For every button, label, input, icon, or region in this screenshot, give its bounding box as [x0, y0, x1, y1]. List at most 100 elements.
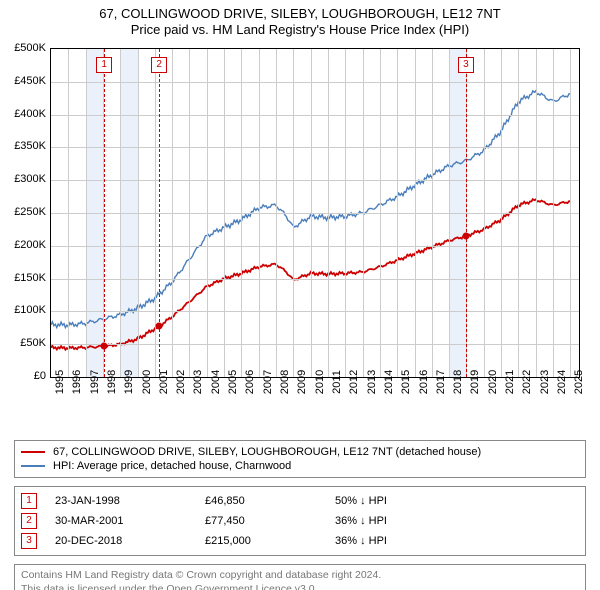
event-date: 20-DEC-2018 — [55, 535, 205, 547]
gridline-h — [51, 246, 579, 247]
title-subtitle: Price paid vs. HM Land Registry's House … — [0, 22, 600, 38]
gridline-v — [432, 49, 433, 377]
event-badge: 2 — [151, 57, 167, 73]
x-axis-label: 2005 — [227, 370, 239, 394]
y-axis-label: £250K — [14, 206, 46, 218]
event-date: 23-JAN-1998 — [55, 495, 205, 507]
gridline-v — [570, 49, 571, 377]
gridline-h — [51, 279, 579, 280]
gridline-v — [276, 49, 277, 377]
y-axis-label: £50K — [20, 337, 46, 349]
gridline-v — [207, 49, 208, 377]
gridline-v — [259, 49, 260, 377]
gridline-v — [86, 49, 87, 377]
y-axis-label: £350K — [14, 140, 46, 152]
event-num-box: 2 — [21, 513, 37, 529]
x-axis-label: 1997 — [89, 370, 101, 394]
legend-row-property: 67, COLLINGWOOD DRIVE, SILEBY, LOUGHBORO… — [21, 445, 579, 459]
x-axis-label: 2021 — [504, 370, 516, 394]
event-row: 320-DEC-2018£215,00036% ↓ HPI — [21, 531, 579, 551]
x-axis-label: 2017 — [435, 370, 447, 394]
x-axis-label: 2010 — [314, 370, 326, 394]
y-axis-label: £0 — [34, 370, 46, 382]
gridline-v — [68, 49, 69, 377]
x-axis-label: 1999 — [123, 370, 135, 394]
gridline-v — [328, 49, 329, 377]
gridline-v — [501, 49, 502, 377]
x-axis-label: 2002 — [175, 370, 187, 394]
x-axis-label: 2006 — [244, 370, 256, 394]
x-axis-label: 2022 — [521, 370, 533, 394]
price-marker — [462, 232, 469, 239]
x-axis-label: 2001 — [158, 370, 170, 394]
x-axis-label: 2009 — [296, 370, 308, 394]
event-price: £46,850 — [205, 495, 335, 507]
x-axis-label: 2019 — [469, 370, 481, 394]
y-axis-label: £100K — [14, 304, 46, 316]
gridline-v — [172, 49, 173, 377]
x-axis-label: 2003 — [192, 370, 204, 394]
bottom-panels: 67, COLLINGWOOD DRIVE, SILEBY, LOUGHBORO… — [14, 440, 586, 590]
legend-swatch-property — [21, 451, 45, 453]
gridline-v — [449, 49, 450, 377]
footer-box: Contains HM Land Registry data © Crown c… — [14, 564, 586, 590]
legend-box: 67, COLLINGWOOD DRIVE, SILEBY, LOUGHBORO… — [14, 440, 586, 478]
y-axis-label: £200K — [14, 239, 46, 251]
gridline-v — [120, 49, 121, 377]
event-line — [104, 49, 105, 377]
x-axis-label: 2023 — [539, 370, 551, 394]
gridline-v — [553, 49, 554, 377]
event-badge: 1 — [96, 57, 112, 73]
x-axis-label: 2008 — [279, 370, 291, 394]
x-axis-label: 2018 — [452, 370, 464, 394]
events-box: 1 23-JAN-1998£46,85050% ↓ HPI 2 30-MAR-2001… — [14, 486, 586, 556]
legend-label-property: 67, COLLINGWOOD DRIVE, SILEBY, LOUGHBORO… — [53, 446, 481, 458]
gridline-v — [138, 49, 139, 377]
x-axis-label: 1996 — [71, 370, 83, 394]
event-pct: 50% ↓ HPI — [335, 495, 579, 507]
y-axis-label: £400K — [14, 108, 46, 120]
gridline-h — [51, 344, 579, 345]
legend-swatch-hpi — [21, 465, 45, 467]
event-num-box: 3 — [21, 533, 37, 549]
gridline-h — [51, 82, 579, 83]
x-axis-label: 2000 — [141, 370, 153, 394]
x-axis-label: 2004 — [210, 370, 222, 394]
price-marker — [156, 323, 163, 330]
x-axis-label: 2015 — [400, 370, 412, 394]
gridline-v — [345, 49, 346, 377]
chart-area: 123 £0£50K£100K£150K£200K£250K£300K£350K… — [50, 48, 580, 408]
plot-region: 123 — [50, 48, 580, 378]
x-axis-label: 1995 — [54, 370, 66, 394]
legend-row-hpi: HPI: Average price, detached house, Char… — [21, 459, 579, 473]
x-axis-label: 1998 — [106, 370, 118, 394]
event-row: 2 30-MAR-2001£77,45036% ↓ HPI — [21, 511, 579, 531]
price-marker — [101, 343, 108, 350]
y-axis-label: £150K — [14, 272, 46, 284]
gridline-v — [293, 49, 294, 377]
x-axis-label: 2013 — [366, 370, 378, 394]
event-price: £77,450 — [205, 515, 335, 527]
x-axis-label: 2016 — [418, 370, 430, 394]
event-pct: 36% ↓ HPI — [335, 515, 579, 527]
gridline-v — [536, 49, 537, 377]
gridline-h — [51, 180, 579, 181]
event-date: 30-MAR-2001 — [55, 515, 205, 527]
gridline-v — [363, 49, 364, 377]
event-num-box: 1 — [21, 493, 37, 509]
x-axis-label: 2007 — [262, 370, 274, 394]
y-axis-label: £450K — [14, 75, 46, 87]
gridline-v — [311, 49, 312, 377]
gridline-v — [380, 49, 381, 377]
gridline-v — [189, 49, 190, 377]
legend-label-hpi: HPI: Average price, detached house, Char… — [53, 460, 291, 472]
gridline-h — [51, 147, 579, 148]
gridline-h — [51, 213, 579, 214]
event-row: 1 23-JAN-1998£46,85050% ↓ HPI — [21, 491, 579, 511]
event-line — [466, 49, 467, 377]
x-axis-label: 2025 — [573, 370, 585, 394]
gridline-v — [415, 49, 416, 377]
event-pct: 36% ↓ HPI — [335, 535, 579, 547]
gridline-v — [484, 49, 485, 377]
gridline-v — [224, 49, 225, 377]
